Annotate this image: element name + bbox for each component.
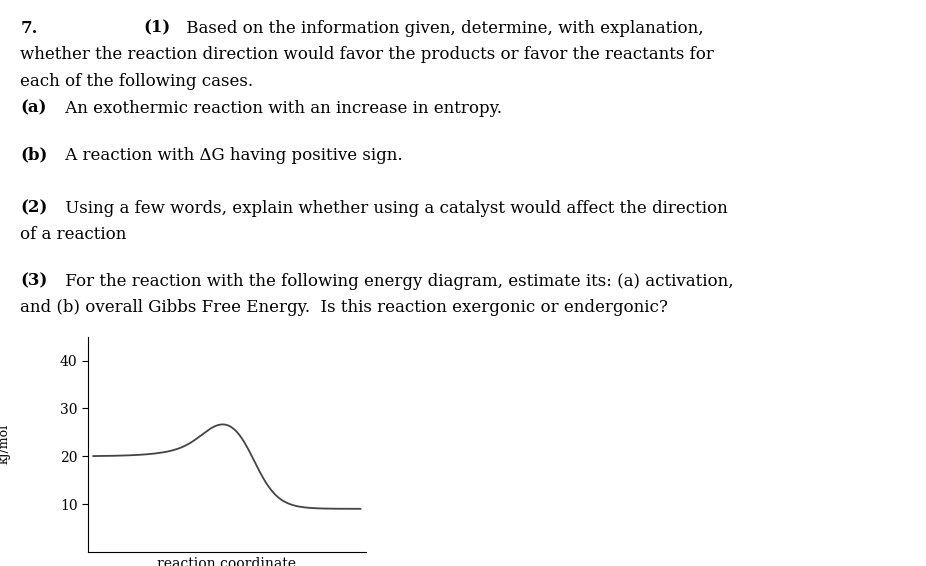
Text: An exothermic reaction with an increase in entropy.: An exothermic reaction with an increase … (60, 100, 502, 117)
Y-axis label: free energy,
kJ/mol: free energy, kJ/mol (0, 406, 10, 482)
Text: For the reaction with the following energy diagram, estimate its: (a) activation: For the reaction with the following ener… (60, 273, 733, 290)
Text: each of the following cases.: each of the following cases. (20, 73, 254, 90)
Text: (1): (1) (144, 20, 170, 37)
X-axis label: reaction coordinate: reaction coordinate (157, 558, 296, 566)
Text: whether the reaction direction would favor the products or favor the reactants f: whether the reaction direction would fav… (20, 46, 714, 63)
Text: (b): (b) (20, 147, 48, 164)
Text: (3): (3) (20, 273, 48, 290)
Text: (a): (a) (20, 100, 47, 117)
Text: Using a few words, explain whether using a catalyst would affect the direction: Using a few words, explain whether using… (60, 200, 728, 217)
Text: 7.: 7. (20, 20, 38, 37)
Text: and (b) overall Gibbs Free Energy.  Is this reaction exergonic or endergonic?: and (b) overall Gibbs Free Energy. Is th… (20, 299, 669, 316)
Text: A reaction with ΔG having positive sign.: A reaction with ΔG having positive sign. (60, 147, 403, 164)
Text: of a reaction: of a reaction (20, 226, 127, 243)
Text: Based on the information given, determine, with explanation,: Based on the information given, determin… (181, 20, 703, 37)
Text: (2): (2) (20, 200, 48, 217)
